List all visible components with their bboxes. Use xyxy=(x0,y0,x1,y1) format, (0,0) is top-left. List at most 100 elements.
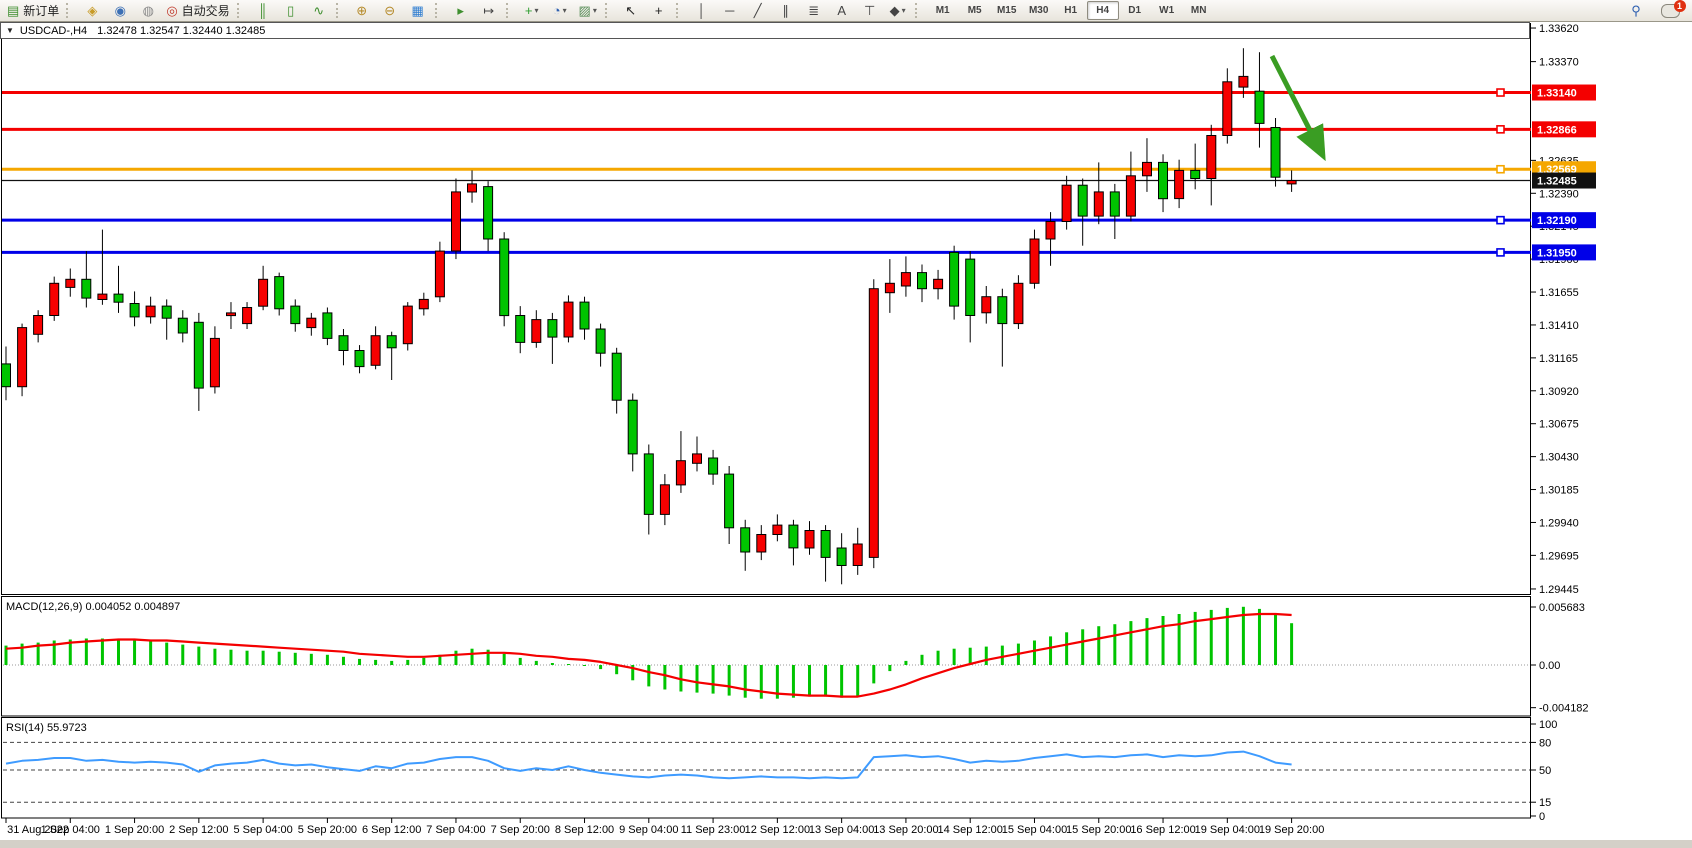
svg-text:1.32866: 1.32866 xyxy=(1537,124,1577,136)
svg-text:1 Sep 20:00: 1 Sep 20:00 xyxy=(105,824,164,836)
candle xyxy=(33,315,44,335)
candle xyxy=(675,460,686,486)
candle xyxy=(1061,184,1072,222)
crosshair-icon: + xyxy=(654,3,663,18)
candlesticks xyxy=(1,48,1297,585)
candle xyxy=(949,251,960,307)
tile-windows-button[interactable]: ▦ xyxy=(404,1,432,21)
fibonacci-button[interactable]: ≣ xyxy=(800,1,828,21)
timeframe-d1-button[interactable]: D1 xyxy=(1128,5,1142,16)
timeframe-m1-button[interactable]: M1 xyxy=(935,5,950,16)
candle xyxy=(579,301,590,330)
text-button[interactable]: A xyxy=(828,1,856,21)
candle xyxy=(209,337,220,388)
svg-text:1.29445: 1.29445 xyxy=(1539,584,1579,596)
auto-scroll-button[interactable]: ▸ xyxy=(447,1,475,21)
svg-text:15: 15 xyxy=(1539,797,1551,809)
candle-chart-button[interactable]: ▯ xyxy=(277,1,305,21)
timeframe-h1-button[interactable]: H1 xyxy=(1064,5,1078,16)
svg-text:1.31655: 1.31655 xyxy=(1539,287,1579,299)
candle xyxy=(917,272,927,290)
candle xyxy=(1029,238,1040,284)
indicators-button[interactable]: + ▾ xyxy=(518,1,546,21)
cursor-button[interactable]: ↖ xyxy=(617,1,645,21)
candle xyxy=(1206,135,1217,179)
toolbar-grip xyxy=(66,3,75,18)
auto-trading-button[interactable]: ◎ 自动交易 xyxy=(166,3,230,18)
svg-text:16 Sep 12:00: 16 Sep 12:00 xyxy=(1130,824,1195,836)
fibonacci-icon: ≣ xyxy=(808,3,820,18)
candle xyxy=(1109,191,1120,217)
hline-button[interactable]: ─ xyxy=(716,1,744,21)
chevron-down-icon: ▾ xyxy=(592,6,597,15)
svg-text:-0.004182: -0.004182 xyxy=(1539,703,1589,715)
candle xyxy=(81,278,92,299)
shapes-button[interactable]: ◆ ▾ xyxy=(884,1,912,21)
toolbar-grip xyxy=(675,3,685,18)
templates-icon: ▨ xyxy=(578,3,591,18)
chart-shift-button[interactable]: ↦ xyxy=(475,1,503,21)
candle xyxy=(933,278,944,290)
candle xyxy=(740,527,751,553)
timeframe-m15-button[interactable]: M15 xyxy=(996,5,1017,16)
rsi-panel: 100 80 50 15 0 RSI(14) 55.9723 xyxy=(3,719,1557,823)
timeframe-mn-button[interactable]: MN xyxy=(1190,5,1207,16)
zoom-out-button[interactable]: ⊖ xyxy=(376,1,404,21)
chat-icon: 1 xyxy=(1660,0,1686,18)
svg-text:13 Sep 04:00: 13 Sep 04:00 xyxy=(809,824,874,836)
chart-style-button[interactable]: ◈ xyxy=(78,1,106,21)
candle xyxy=(820,530,831,558)
search-button[interactable]: ⚲ xyxy=(1622,1,1650,21)
signal-button[interactable]: ◍ xyxy=(134,1,162,21)
new-order-button[interactable]: ▤ 新订单 xyxy=(7,3,60,18)
candle xyxy=(1254,90,1265,124)
chat-button[interactable]: 1 xyxy=(1656,0,1686,21)
zoom-in-button[interactable]: ⊕ xyxy=(348,1,376,21)
channel-button[interactable]: ∥ xyxy=(772,1,800,21)
candle xyxy=(997,296,1008,325)
trendline-button[interactable]: ╱ xyxy=(744,1,772,21)
timeframe-m30-button[interactable]: M30 xyxy=(1028,5,1049,16)
candle xyxy=(499,238,510,317)
vline-button[interactable]: │ xyxy=(688,1,716,21)
collapse-chart-icon[interactable]: ▼ xyxy=(6,26,14,35)
chart-symbol-timeframe: USDCAD-,H4 xyxy=(19,24,88,37)
trend-arrow-annotation[interactable] xyxy=(1269,54,1326,162)
svg-text:1.30430: 1.30430 xyxy=(1539,452,1579,464)
bar-chart-button[interactable]: ║ xyxy=(249,1,277,21)
profile-button[interactable]: ◉ xyxy=(106,1,134,21)
candle xyxy=(49,282,60,316)
candle xyxy=(563,301,574,338)
candle xyxy=(177,317,188,334)
candle xyxy=(1093,191,1104,217)
candle xyxy=(756,534,767,553)
line-chart-button[interactable]: ∿ xyxy=(305,1,333,21)
svg-text:7 Sep 20:00: 7 Sep 20:00 xyxy=(491,824,550,836)
timeframe-h4-button[interactable]: H4 xyxy=(1086,1,1119,20)
text-label-button[interactable]: ⊤ xyxy=(856,1,884,21)
periods-icon: ◔ xyxy=(552,3,561,18)
svg-text:19 Sep 04:00: 19 Sep 04:00 xyxy=(1195,824,1260,836)
candle xyxy=(1,363,11,388)
auto-trading-icon: ◎ xyxy=(166,3,178,18)
svg-text:14 Sep 12:00: 14 Sep 12:00 xyxy=(937,824,1002,836)
candle xyxy=(322,312,333,339)
toolbar-grip xyxy=(335,3,345,18)
templates-button[interactable]: ▨ ▾ xyxy=(574,1,602,21)
crosshair-button[interactable]: + xyxy=(645,1,673,21)
timeframe-m5-button[interactable]: M5 xyxy=(967,5,982,16)
toolbar-grip xyxy=(604,3,614,18)
chevron-down-icon: ▾ xyxy=(901,6,906,15)
svg-text:0.00: 0.00 xyxy=(1539,660,1560,672)
timeframe-w1-button[interactable]: W1 xyxy=(1159,5,1175,16)
line-chart-icon: ∿ xyxy=(313,3,325,18)
shapes-icon: ◆ xyxy=(889,3,900,18)
periods-button[interactable]: ◔ ▾ xyxy=(546,1,574,21)
candle xyxy=(1013,282,1024,325)
candle xyxy=(788,524,799,549)
svg-text:1.33140: 1.33140 xyxy=(1537,88,1577,100)
zoom-out-icon: ⊖ xyxy=(384,3,396,18)
search-icon: ⚲ xyxy=(1631,3,1641,18)
